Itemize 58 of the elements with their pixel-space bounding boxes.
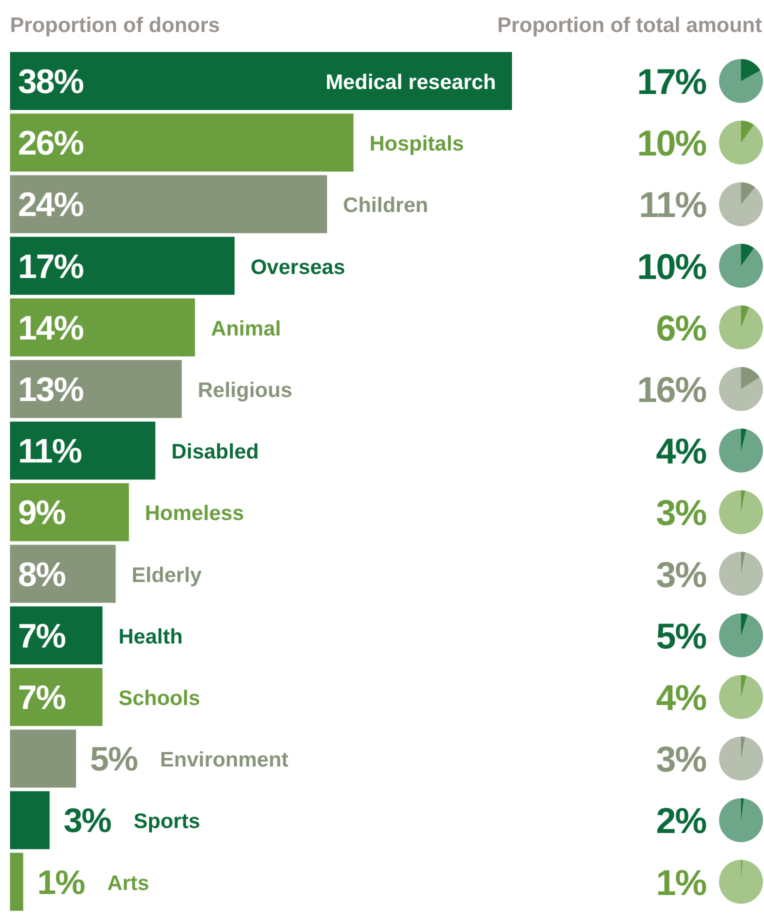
- text: Proportion of total amount: [497, 14, 762, 37]
- data-label: 13%: [18, 371, 84, 409]
- data-label: 10%: [636, 246, 707, 287]
- data-label: 4%: [656, 430, 707, 472]
- y-tick-label: Religious: [198, 379, 292, 402]
- bar: [10, 852, 24, 911]
- bar: [10, 606, 102, 664]
- data-label: 11%: [18, 432, 82, 471]
- y-tick-label: Children: [343, 194, 428, 218]
- data-label: 14%: [18, 309, 84, 348]
- bar: [10, 175, 328, 234]
- bar: [10, 422, 156, 480]
- data-label: 16%: [636, 369, 707, 410]
- y-tick-label: Disabled: [171, 440, 259, 464]
- data-label: 5%: [90, 740, 138, 779]
- data-label: 24%: [18, 186, 84, 224]
- data-label: 4%: [656, 677, 707, 718]
- data-label: 26%: [18, 124, 84, 163]
- data-label: 3%: [656, 738, 707, 780]
- data-label: 1%: [37, 864, 86, 902]
- data-label: 6%: [656, 307, 707, 348]
- data-label: 1%: [656, 862, 707, 903]
- y-tick-label: Hospitals: [369, 132, 464, 156]
- chart-title: Proportion of donors: [10, 14, 220, 37]
- y-tick-label: Elderly: [132, 564, 202, 587]
- data-label: 3%: [656, 492, 707, 534]
- y-tick-label: Homeless: [144, 502, 244, 526]
- data-label: 8%: [18, 556, 66, 594]
- data-label: 7%: [18, 679, 66, 717]
- data-label: 5%: [656, 615, 707, 656]
- data-label: 10%: [636, 122, 707, 164]
- y-tick-label: Health: [118, 625, 183, 648]
- data-label: 11%: [638, 184, 707, 226]
- bar: [10, 483, 129, 542]
- bar: [10, 544, 116, 603]
- y-tick-label: Medical research: [326, 71, 496, 94]
- data-label: 2%: [656, 800, 707, 842]
- bar: [10, 668, 102, 726]
- bar: [10, 791, 50, 850]
- y-tick-label: Sports: [134, 810, 200, 834]
- data-label: 3%: [64, 802, 112, 840]
- data-label: 17%: [636, 61, 707, 102]
- y-tick-label: Animal: [210, 317, 281, 340]
- data-label: 17%: [18, 248, 84, 286]
- bar: [10, 730, 76, 788]
- bar: [10, 298, 195, 356]
- y-tick-label: Overseas: [250, 256, 346, 279]
- bar: [10, 236, 235, 295]
- bar: [10, 360, 182, 418]
- bar: [10, 114, 354, 172]
- data-label: 38%: [18, 63, 84, 101]
- data-label: 3%: [656, 554, 707, 595]
- data-label: 9%: [18, 494, 66, 532]
- y-tick-label: Arts: [107, 872, 150, 895]
- data-label: 7%: [18, 617, 66, 656]
- y-tick-label: Schools: [118, 687, 200, 710]
- bar: [10, 52, 512, 110]
- y-tick-label: Environment: [160, 748, 288, 772]
